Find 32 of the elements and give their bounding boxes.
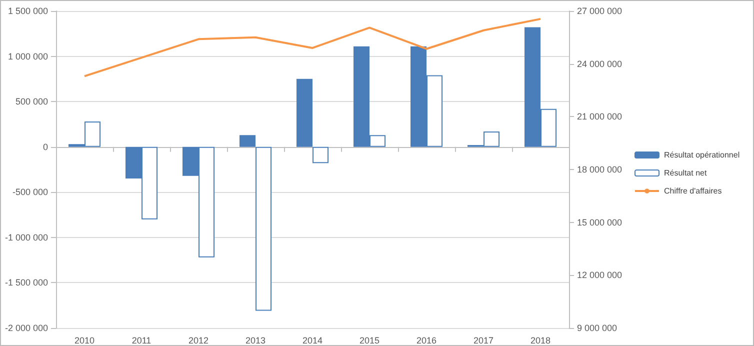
y-tick-label: 1 500 000 [8,6,48,16]
x-tick-label: 2015 [359,336,380,346]
y-tick-label: -1 000 000 [4,232,48,242]
x-tick-label: 2010 [74,336,95,346]
legend-label: Résultat net [664,168,708,178]
y-tick-label: 0 [42,142,48,152]
x-tick-label: 2012 [188,336,209,346]
y2-tick-label: 12 000 000 [577,270,622,280]
y2-tick-label: 21 000 000 [577,112,622,122]
x-tick-label: 2013 [245,336,266,346]
y2-tick-label: 24 000 000 [577,58,622,69]
y2-tick-label: 27 000 000 [577,6,622,16]
legend-label: Résultat opérationnel [664,150,740,160]
y-tick-label: -2 000 000 [4,323,48,333]
x-tick-label: 2016 [416,336,437,346]
x-tick-label: 2018 [530,336,551,346]
y-tick-label: -1 500 000 [4,278,48,288]
y-tick-label: 1 000 000 [8,51,48,62]
y-tick-label: 500 000 [15,96,48,107]
line-series [84,18,542,78]
bar [312,146,328,164]
legend-label: Chiffre d'affaires [664,186,722,196]
bar [296,78,312,147]
y2-tick-label: 18 000 000 [577,164,622,174]
bar [256,146,272,311]
y2-tick-label: 15 000 000 [577,217,622,228]
y-tick-label: -500 000 [12,187,48,198]
y2-tick-label: 9 000 000 [577,323,618,333]
x-tick-label: 2017 [473,336,494,346]
x-tick-label: 2011 [132,336,152,346]
bar [240,135,256,147]
x-tick-label: 2014 [302,336,323,346]
